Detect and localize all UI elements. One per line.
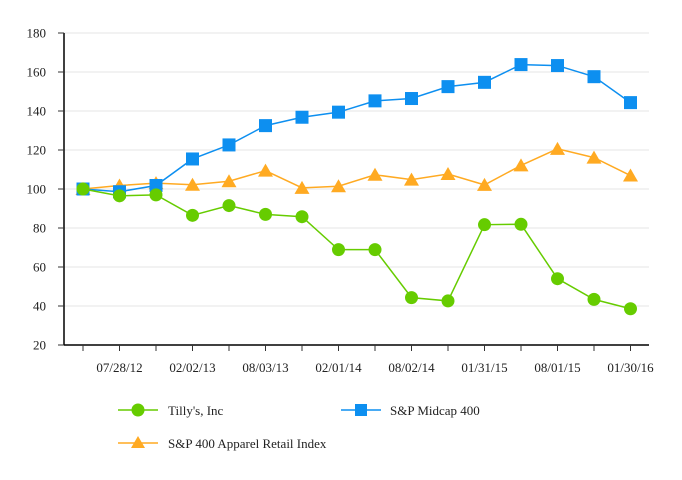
y-tick-label: 100 [27, 182, 47, 197]
data-point-s-p-midcap-400 [149, 178, 163, 192]
data-point-s-p-400-apparel-retail-index [550, 141, 565, 155]
data-point-s-p-400-apparel-retail-index [367, 167, 383, 181]
data-point-s-p-midcap-400 [186, 152, 199, 166]
legend-item-tillys: Tilly's, Inc [118, 403, 224, 418]
series-line-s-p-400-apparel-retail-index [82, 148, 631, 190]
data-point-s-p-400-apparel-retail-index [404, 172, 419, 186]
data-point-s-p-midcap-400 [551, 59, 564, 73]
series-line-s-p-midcap-400 [82, 63, 631, 193]
data-point-tilly-s-inc [551, 272, 564, 286]
x-tick-label: 02/01/14 [315, 360, 362, 375]
data-point-tilly-s-inc [76, 182, 90, 196]
data-point-tilly-s-inc [332, 243, 345, 257]
data-point-s-p-400-apparel-retail-index [331, 179, 346, 193]
data-point-s-p-400-apparel-retail-index [513, 158, 529, 172]
y-tick-label: 120 [27, 143, 47, 158]
data-point-s-p-400-apparel-retail-index [294, 180, 310, 194]
data-point-s-p-midcap-400 [478, 75, 491, 89]
y-axis-ticks: 20 40 60 80 100 120 140 160 180 [27, 26, 64, 353]
legend-label-sp-400-apparel: S&P 400 Apparel Retail Index [168, 436, 327, 451]
data-point-tilly-s-inc [478, 218, 491, 232]
x-tick-label: 01/31/15 [461, 360, 507, 375]
legend: Tilly's, Inc S&P Midcap 400 S&P 400 Appa… [118, 403, 480, 451]
y-tick-label: 40 [33, 299, 46, 314]
data-point-s-p-midcap-400 [295, 110, 309, 124]
data-point-tilly-s-inc [587, 292, 601, 306]
legend-item-sp-midcap-400: S&P Midcap 400 [341, 403, 480, 418]
series-tilly-s-inc [76, 182, 637, 316]
x-axis-ticks: 07/28/12 02/02/13 08/03/13 02/01/14 08/02/14… [82, 345, 654, 375]
data-point-s-p-400-apparel-retail-index [440, 166, 456, 180]
x-tick-label: 02/02/13 [169, 360, 215, 375]
legend-triangle-marker-icon [131, 436, 145, 448]
x-tick-label: 01/30/16 [607, 360, 654, 375]
data-point-s-p-midcap-400 [368, 94, 382, 108]
legend-label-sp-midcap-400: S&P Midcap 400 [390, 403, 480, 418]
data-point-s-p-400-apparel-retail-index [258, 163, 273, 177]
x-tick-label: 07/28/12 [96, 360, 142, 375]
data-point-s-p-midcap-400 [332, 105, 345, 119]
data-point-tilly-s-inc [368, 243, 382, 257]
data-point-tilly-s-inc [186, 208, 199, 222]
series [75, 58, 638, 316]
data-point-s-p-midcap-400 [587, 70, 601, 84]
data-point-s-p-400-apparel-retail-index [221, 174, 237, 188]
data-point-s-p-midcap-400 [624, 96, 637, 110]
data-point-s-p-midcap-400 [222, 138, 236, 152]
gridlines [64, 32, 649, 307]
y-tick-label: 180 [27, 26, 47, 41]
y-tick-label: 60 [33, 260, 46, 275]
series-line-tilly-s-inc [82, 188, 631, 310]
data-point-tilly-s-inc [441, 294, 455, 308]
data-point-tilly-s-inc [514, 217, 528, 231]
legend-circle-marker-icon [131, 403, 145, 417]
legend-item-sp-400-apparel: S&P 400 Apparel Retail Index [118, 436, 327, 451]
data-point-s-p-midcap-400 [441, 80, 455, 94]
data-point-tilly-s-inc [295, 210, 309, 224]
data-point-tilly-s-inc [259, 207, 272, 221]
x-tick-label: 08/01/15 [534, 360, 580, 375]
data-point-s-p-midcap-400 [259, 119, 272, 133]
data-point-tilly-s-inc [624, 302, 637, 316]
x-tick-label: 08/03/13 [242, 360, 288, 375]
series-s-p-midcap-400 [76, 58, 637, 199]
data-point-s-p-400-apparel-retail-index [586, 150, 602, 164]
data-point-s-p-midcap-400 [514, 58, 528, 72]
data-point-tilly-s-inc [222, 199, 236, 213]
y-tick-label: 140 [27, 104, 47, 119]
legend-label-tillys: Tilly's, Inc [168, 403, 224, 418]
data-point-tilly-s-inc [113, 189, 126, 203]
y-tick-label: 160 [27, 65, 47, 80]
x-tick-label: 08/02/14 [388, 360, 435, 375]
y-tick-label: 80 [33, 221, 46, 236]
legend-square-marker-icon [355, 404, 367, 416]
y-tick-label: 20 [33, 338, 46, 353]
data-point-tilly-s-inc [405, 291, 418, 305]
data-point-s-p-400-apparel-retail-index [477, 177, 492, 191]
data-point-s-p-midcap-400 [405, 92, 418, 106]
data-point-s-p-400-apparel-retail-index [623, 168, 638, 182]
data-point-tilly-s-inc [149, 188, 163, 202]
data-point-s-p-400-apparel-retail-index [185, 177, 200, 191]
